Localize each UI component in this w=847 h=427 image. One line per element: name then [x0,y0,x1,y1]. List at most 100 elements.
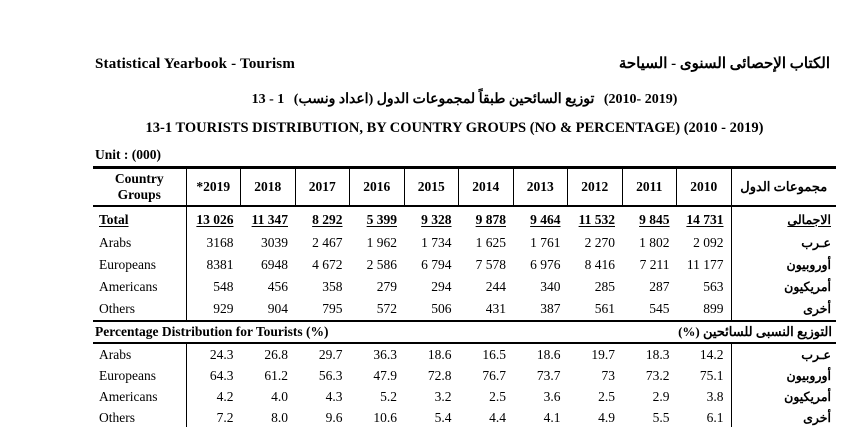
cell-value: 1 802 [639,235,670,250]
cell-value: 294 [431,279,452,294]
cell-value: 18.6 [536,346,561,362]
cell-value: 8.0 [271,409,288,425]
column-header-year: 2018 [240,167,295,207]
cell-value: 4.3 [325,388,343,404]
cell-value: 431 [485,301,506,316]
percentage-section-title-arabic: التوزيع النسبى للسائحين (%) [678,324,832,339]
cell-value: 561 [594,301,615,316]
table-row-others: Others 929 904 795 572 506 431 387 561 5… [93,298,836,321]
table-row-arabs: Arabs 3168 3039 2 467 1 962 1 734 1 625 … [93,232,836,254]
cell-value: 563 [703,279,724,294]
row-label: Europeans [93,365,187,386]
cell-value: 2 586 [366,257,397,272]
row-label: Others [93,407,187,427]
column-header-year: *2019 [185,167,241,207]
cell-value: 26.8 [264,346,288,362]
cell-value: 1 761 [530,235,561,250]
column-header-year: 2014 [458,167,513,207]
table-number-arabic: 13 - 1 [251,92,285,107]
cell-value: 11 177 [686,257,724,272]
cell-value: 4.0 [271,388,288,404]
cell-value: 899 [703,301,724,316]
percentage-section-title-english: Percentage Distribution for Tourists (%) [95,324,329,339]
table-header-row: Country Groups *2019 2018 2017 2016 2015… [93,167,836,207]
column-header-country-groups-arabic: مجموعات الدول [730,167,836,207]
row-label-arabic: أمريكيون [730,276,836,298]
cell-value: 285 [594,279,615,294]
cell-value: 2 092 [693,235,724,250]
column-header-year: 2015 [403,167,459,207]
cell-value: 4.1 [543,409,561,425]
cell-value: 11 347 [251,211,288,227]
cell-value: 56.3 [318,367,343,383]
cell-value: 4.4 [489,409,506,425]
column-header-country-groups: Country Groups [93,167,186,207]
cell-value: 6 976 [530,257,561,272]
table-row-europeans-percent: Europeans 64.3 61.2 56.3 47.9 72.8 76.7 … [93,365,836,386]
table-row-americans-percent: Americans 4.2 4.0 4.3 5.2 3.2 2.5 3.6 2.… [93,386,836,407]
cell-value: 7.2 [216,409,234,425]
cell-value: 4.9 [598,409,615,425]
cell-value: 3168 [206,235,234,250]
cell-value: 456 [267,279,288,294]
cell-value: 3.8 [706,388,724,404]
cell-value: 2 270 [584,235,615,250]
row-label: Total [93,206,187,232]
cell-value: 506 [431,301,452,316]
row-label-arabic: أخرى [730,407,836,427]
cell-value: 7 211 [639,257,670,272]
cell-value: 545 [649,301,670,316]
cell-value: 572 [376,301,397,316]
cell-value: 1 734 [421,235,452,250]
row-label-arabic: أوروبيون [730,365,836,386]
row-label: Europeans [93,254,187,276]
cell-value: 18.6 [427,346,452,362]
cell-value: 548 [213,279,234,294]
header-title-arabic: الكتاب الإحصائى السنوى - السياحة [618,56,830,72]
cell-value: 18.3 [645,346,670,362]
cell-value: 5 399 [366,211,397,227]
column-header-year: 2011 [621,167,677,207]
column-header-year: 2017 [294,167,350,207]
tourists-distribution-table: Country Groups *2019 2018 2017 2016 2015… [93,166,836,427]
table-title-english: 13-1 TOURISTS DISTRIBUTION, BY COUNTRY G… [145,120,764,136]
cell-value: 358 [322,279,343,294]
cell-value: 5.2 [380,388,397,404]
cell-value: 4.2 [216,388,234,404]
row-label: Americans [93,276,187,298]
cell-value: 7 578 [475,257,506,272]
cell-value: 2.5 [489,388,506,404]
table-row-arabs-percent: Arabs 24.3 26.8 29.7 36.3 18.6 16.5 18.6… [93,343,836,365]
row-label-arabic: الاجمالى [730,206,836,232]
cell-value: 2.5 [598,388,615,404]
cell-value: 929 [213,301,234,316]
cell-value: 244 [485,279,506,294]
cell-value: 3039 [261,235,288,250]
cell-value: 36.3 [373,346,397,362]
column-header-year: 2010 [676,167,731,207]
column-header-year: 2016 [349,167,404,207]
header-title-english: Statistical Yearbook - Tourism [95,56,296,72]
cell-value: 6.1 [706,409,724,425]
row-label-arabic: أوروبيون [730,254,836,276]
cell-value: 73.2 [645,367,670,383]
cell-value: 29.7 [318,346,343,362]
cell-value: 4 672 [312,257,343,272]
row-label-arabic: أخرى [730,298,836,321]
table-row-others-percent: Others 7.2 8.0 9.6 10.6 5.4 4.4 4.1 4.9 … [93,407,836,427]
cell-value: 47.9 [373,367,397,383]
cell-value: 279 [376,279,397,294]
cell-value: 16.5 [482,346,506,362]
cell-value: 73.7 [536,367,561,383]
cell-value: 5.4 [434,409,452,425]
column-header-year: 2013 [512,167,568,207]
percentage-section-header-row: Percentage Distribution for Tourists (%)… [93,320,836,344]
cell-value: 13 026 [196,211,234,227]
cell-value: 9 845 [639,211,670,227]
cell-value: 340 [540,279,561,294]
cell-value: 10.6 [373,409,397,425]
cell-value: 8381 [206,257,234,272]
cell-value: 904 [267,301,288,316]
cell-value: 61.2 [264,367,288,383]
